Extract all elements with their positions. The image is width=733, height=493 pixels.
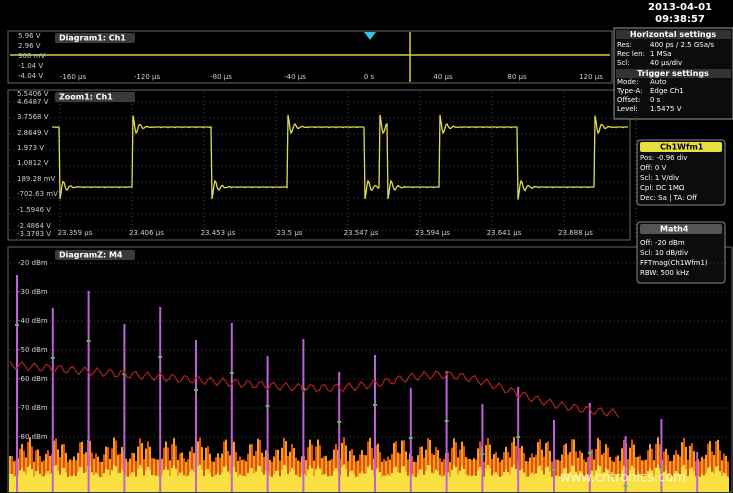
setting-key: Res:	[617, 41, 632, 49]
setting-key: Mode:	[617, 78, 638, 86]
y-label: -3.3783 V	[17, 230, 51, 238]
x-label: 80 µs	[507, 73, 527, 81]
section-header	[616, 69, 731, 78]
trigger-marker	[364, 32, 376, 40]
panel-tab[interactable]	[55, 92, 135, 102]
y-label: -1.5946 V	[17, 206, 51, 214]
y-label: -20 dBm	[18, 259, 48, 267]
info-row: Cpl: DC 1MΩ	[640, 184, 685, 192]
x-label: 120 µs	[579, 73, 603, 81]
panel-title: Zoom1: Ch1	[59, 93, 113, 102]
setting-key: Offset:	[617, 96, 640, 104]
info-row: Scl: 1 V/div	[640, 174, 679, 182]
y-label: 3.7568 V	[17, 113, 49, 121]
x-label: -120 µs	[134, 73, 161, 81]
y-label: 189.28 mV	[17, 175, 56, 183]
panel-title: Diagram1: Ch1	[59, 34, 126, 43]
info-row: Off: -20 dBm	[640, 239, 685, 247]
setting-value: 40 µs/div	[650, 59, 682, 67]
ch1-info-header[interactable]	[640, 142, 722, 152]
y-label: 2.96 V	[18, 42, 41, 50]
info-row: RBW: 500 kHz	[640, 269, 689, 277]
setting-value: 400 ps / 2.5 GSa/s	[650, 41, 714, 49]
x-label: -80 µs	[210, 73, 232, 81]
setting-key: Level:	[617, 105, 638, 113]
zoom1-panel	[7, 89, 631, 241]
setting-key: Rec len:	[617, 50, 645, 58]
info-row: Dec: Sa | TA: Off	[640, 194, 697, 202]
y-label: -702.63 mV	[17, 190, 58, 198]
setting-value: Auto	[650, 78, 666, 86]
panel-title: DiagramZ: M4	[59, 251, 123, 260]
x-label: 23.641 µs	[487, 229, 522, 237]
info-title: Ch1Wfm1	[660, 143, 704, 152]
y-label: -2.4864 V	[17, 222, 51, 230]
x-label: 23.406 µs	[129, 229, 164, 237]
setting-key: Type-A:	[616, 87, 642, 95]
y-label: -4.04 V	[18, 72, 43, 80]
setting-value: 1.5475 V	[650, 105, 682, 113]
y-label: 900 mV	[18, 52, 45, 60]
reference-trace	[9, 360, 620, 418]
setting-key: Scl:	[617, 59, 630, 67]
diagram1-panel	[7, 30, 613, 84]
y-label: -1.04 V	[18, 62, 43, 70]
date: 2013-04-01	[648, 2, 712, 13]
time: 09:38:57	[655, 14, 705, 25]
x-label: 23.359 µs	[58, 229, 93, 237]
y-label: 1.973 V	[17, 144, 44, 152]
x-label: 23.453 µs	[201, 229, 236, 237]
info-row: Scl: 10 dB/div	[640, 249, 688, 257]
y-label: -60 dBm	[18, 375, 48, 383]
y-label: 5.96 V	[18, 32, 41, 40]
setting-value: Edge Ch1	[650, 87, 684, 95]
panel-tab[interactable]	[55, 250, 135, 260]
x-label: 23.5 µs	[277, 229, 303, 237]
ch1-info-box[interactable]	[636, 139, 726, 206]
y-label: -70 dBm	[18, 404, 48, 412]
watermark: www.cntronics.com	[560, 471, 686, 486]
setting-value: 1 MSa	[650, 50, 671, 58]
section-header	[616, 30, 731, 39]
info-row: Pos: -0.96 div	[640, 154, 687, 162]
info-row: FFTmag(Ch1Wfm1)	[640, 259, 708, 267]
x-label: 23.688 µs	[558, 229, 593, 237]
info-title: Math4	[660, 225, 689, 234]
x-label: -40 µs	[284, 73, 306, 81]
x-label: 0 s	[364, 73, 375, 81]
zoom-trace	[52, 114, 628, 200]
x-label: 40 µs	[433, 73, 453, 81]
y-label: -30 dBm	[18, 288, 48, 296]
x-label: 23.594 µs	[415, 229, 450, 237]
y-label: -50 dBm	[18, 346, 48, 354]
section-title: Trigger settings	[637, 69, 709, 78]
y-label: 1.0812 V	[17, 159, 49, 167]
section-title: Horizontal settings	[630, 30, 716, 39]
math4-info-header[interactable]	[640, 224, 722, 234]
panel-tab[interactable]	[55, 33, 135, 43]
y-label: 4.6487 V	[17, 98, 49, 106]
waveforms	[9, 92, 730, 492]
info-row: Off: 0 V	[640, 164, 667, 172]
y-label: -80 dBm	[18, 433, 48, 441]
y-label: 2.8649 V	[17, 129, 49, 137]
math4-info-box[interactable]	[636, 221, 726, 284]
y-label: -40 dBm	[18, 317, 48, 325]
x-label: 23.547 µs	[344, 229, 379, 237]
setting-value: 0 s	[650, 96, 661, 104]
y-label: 5.5406 V	[17, 90, 49, 98]
x-label: -160 µs	[60, 73, 87, 81]
